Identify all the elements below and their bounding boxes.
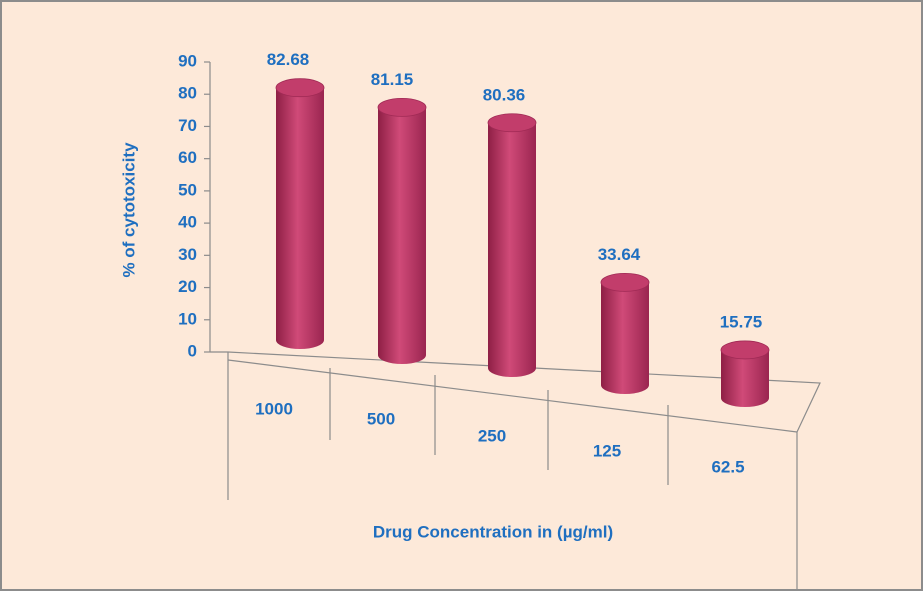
- data-label: 80.36: [483, 85, 526, 104]
- x-tick-label: 125: [593, 441, 621, 460]
- x-tick-label: 1000: [255, 399, 293, 418]
- data-label: 82.68: [267, 50, 310, 69]
- bar-body: [488, 122, 536, 378]
- data-label: 81.15: [371, 70, 414, 89]
- bar-top: [487, 113, 537, 133]
- bar-top: [720, 340, 770, 360]
- x-tick-label: 62.5: [711, 457, 744, 476]
- bar: [487, 113, 537, 378]
- x-axis-label: Drug Concentration in (µg/ml): [373, 522, 613, 541]
- bar: [600, 272, 650, 394]
- data-label: 15.75: [720, 312, 763, 331]
- bar-body: [276, 87, 324, 349]
- y-tick-label: 10: [178, 309, 197, 328]
- bar-top: [377, 97, 427, 117]
- y-tick-label: 60: [178, 148, 197, 167]
- x-tick-label: 250: [478, 426, 506, 445]
- bar-body: [721, 349, 769, 407]
- y-tick-label: 0: [188, 341, 197, 360]
- x-tick-label: 500: [367, 409, 395, 428]
- bar-body: [378, 107, 426, 365]
- y-tick-label: 90: [178, 51, 197, 70]
- bar: [377, 97, 427, 365]
- y-axis-label: % of cytotoxicity: [119, 142, 138, 278]
- y-tick-label: 50: [178, 180, 197, 199]
- bar: [720, 340, 770, 407]
- y-tick-label: 20: [178, 277, 197, 296]
- bar-top: [275, 78, 325, 98]
- bar: [275, 78, 325, 349]
- y-tick-label: 30: [178, 245, 197, 264]
- bar-top: [600, 272, 650, 292]
- y-tick-label: 70: [178, 116, 197, 135]
- y-tick-label: 40: [178, 213, 197, 232]
- y-tick-label: 80: [178, 84, 197, 103]
- floor: [210, 351, 821, 591]
- data-label: 33.64: [598, 245, 641, 264]
- bar-body: [601, 282, 649, 394]
